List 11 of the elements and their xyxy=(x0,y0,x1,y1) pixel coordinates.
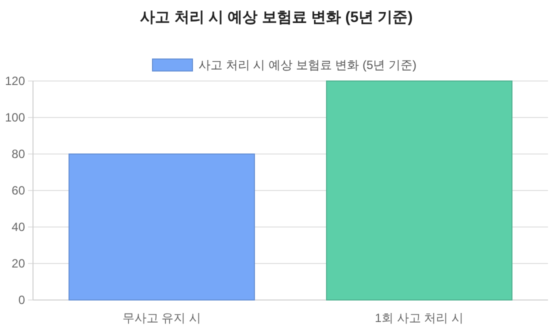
x-tick-label: 무사고 유지 시 xyxy=(122,311,202,325)
y-tick-label: 40 xyxy=(12,220,26,234)
y-tick-label: 120 xyxy=(4,74,26,88)
legend-label: 사고 처리 시 예상 보험료 변화 (5년 기준) xyxy=(198,58,417,72)
y-tick-label: 0 xyxy=(18,293,26,307)
y-tick-label: 60 xyxy=(12,184,26,198)
y-tick-label: 80 xyxy=(12,147,26,161)
x-tick-label: 1회 사고 처리 시 xyxy=(374,311,464,325)
chart-title: 사고 처리 시 예상 보험료 변화 (5년 기준) xyxy=(140,9,413,26)
y-tick-label: 20 xyxy=(12,256,26,270)
y-tick-label: 100 xyxy=(4,110,26,124)
